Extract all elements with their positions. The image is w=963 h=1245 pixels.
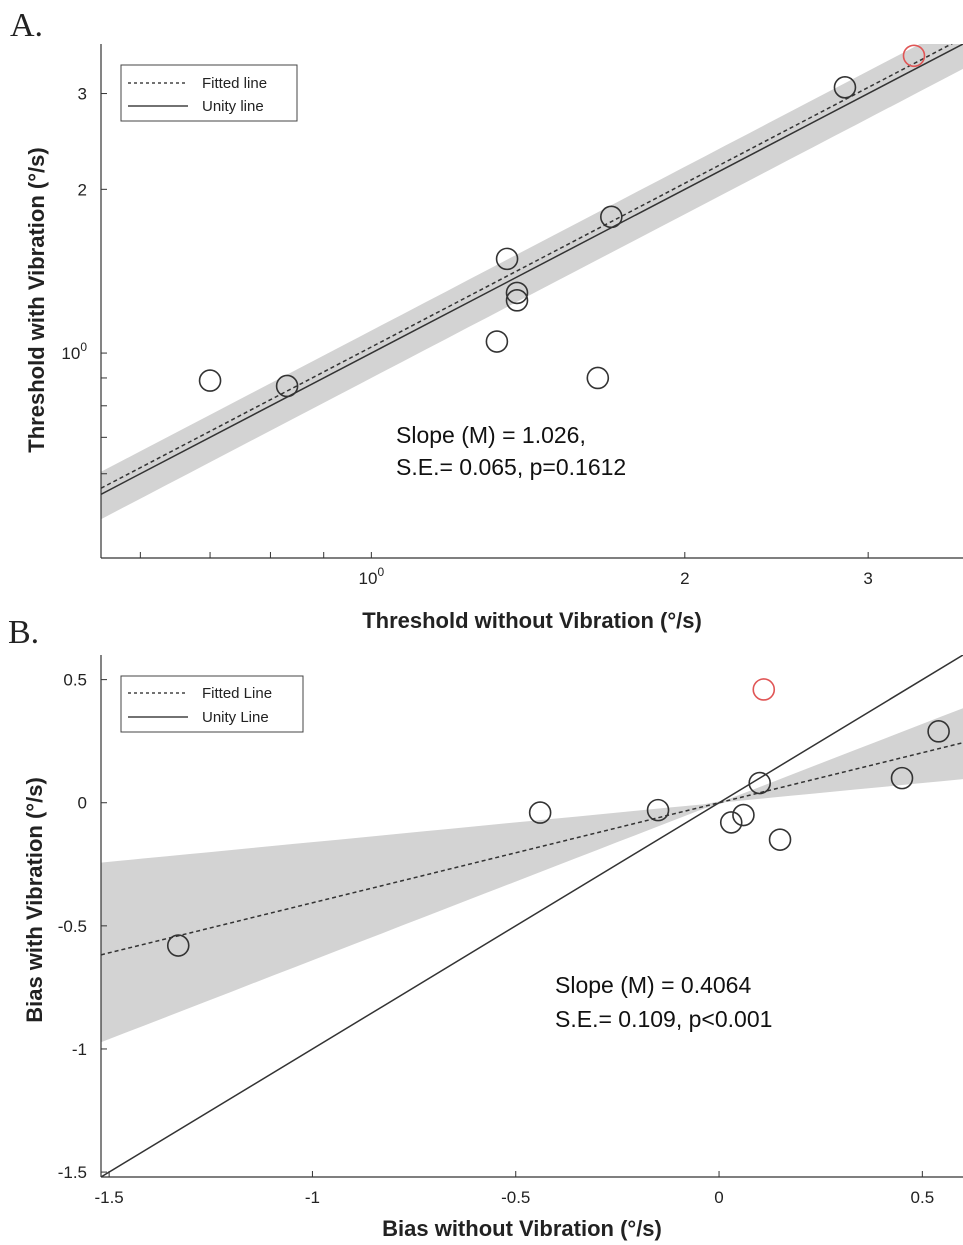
panel-b-x-tick-label: -1	[305, 1188, 320, 1207]
panel-b-data-point-8	[890, 766, 914, 790]
panel-b-data-point-6	[748, 771, 771, 795]
panel-a-legend-fitted-label: Fitted line	[202, 75, 267, 92]
panel-b-annotation-line-2: S.E.= 0.109, p<0.001	[555, 1006, 772, 1032]
panel-a-data-point-3	[485, 330, 509, 353]
panel-a-data-point-1	[198, 369, 222, 392]
panel-b-x-axis-label: Bias without Vibration (°/s)	[382, 1216, 662, 1241]
panel-a-data-point-4	[495, 247, 519, 271]
panel-b-legend-unity-label: Unity Line	[202, 709, 269, 726]
panel-a-y-tick-label: 2	[78, 180, 87, 199]
panel-b-y-tick-label: 0.5	[63, 671, 87, 690]
panel-b-y-tick-label: 0	[78, 794, 87, 813]
panel-a-legend: Fitted line Unity line	[120, 64, 298, 122]
panel-b-legend-box	[120, 675, 304, 733]
panel-b-data-point-3	[646, 798, 670, 822]
panel-b-label: B.	[8, 614, 39, 651]
panel-a-annotation-line-2: S.E.= 0.065, p=0.1612	[396, 454, 626, 480]
panel-b-data-point-5	[732, 803, 755, 827]
panel-b-y-axis-label: Bias with Vibration (°/s)	[22, 777, 47, 1023]
panel-a-legend-unity-label: Unity line	[202, 98, 264, 115]
panel-b-x-tick-label: 0.5	[911, 1188, 935, 1207]
panel-a-data-point-7	[586, 366, 610, 390]
panel-a-x-tick-label: 2	[680, 569, 689, 588]
panel-b-data-point-1	[166, 934, 190, 957]
panel-b-x-tick-label: -1.5	[94, 1188, 123, 1207]
panel-b-legend: Fitted Line Unity Line	[120, 675, 304, 733]
panel-b-highlight-point	[752, 678, 776, 701]
panel-a-label: A.	[10, 7, 43, 44]
panel-a-annotation-line-1: Slope (M) = 1.026,	[396, 422, 586, 448]
panel-a-x-tick-label: 3	[863, 569, 872, 588]
panel-b-legend-fitted-label: Fitted Line	[202, 685, 272, 702]
panel-b-unity-line	[101, 655, 963, 1177]
panel-b-data-point-9	[927, 720, 950, 743]
panel-b: B. -1.5 -1 -0.5 0 0.5 0.5 0 -0.5 -1 -1.5 Bias wit…	[8, 614, 963, 1241]
panel-b-y-tick-label: -1	[72, 1040, 87, 1059]
panel-b-y-tick-label: -1.5	[58, 1163, 87, 1182]
panel-a-data-point-6	[505, 289, 529, 312]
panel-a-legend-box	[120, 64, 298, 122]
panel-b-fitted-line	[101, 741, 963, 956]
panel-b-x-tick-label: 0	[714, 1188, 723, 1207]
panel-b-data-point-7	[768, 828, 792, 851]
panel-a-confidence-band	[101, 44, 963, 520]
panel-b-data-point-2	[528, 801, 552, 824]
panel-a-x-axis-label: Threshold without Vibration (°/s)	[362, 608, 702, 633]
panel-a-data-point-9	[833, 76, 857, 99]
panel-a-data-point-5	[505, 281, 529, 305]
panel-a-fitted-line	[101, 44, 954, 489]
panel-a-x-tick-label: 100	[359, 565, 385, 588]
panel-a-unity-line	[101, 44, 963, 495]
panel-a: A. 100 2 3 100 2 3 Threshold without Vibratio…	[10, 7, 963, 633]
panel-b-x-tick-label: -0.5	[501, 1188, 530, 1207]
panel-b-y-tick-label: -0.5	[58, 917, 87, 936]
panel-a-y-axis-label: Threshold with Vibration (°/s)	[24, 147, 49, 452]
panel-b-data-point-4	[719, 811, 743, 834]
panel-a-highlight-point	[902, 44, 926, 68]
panel-a-y-tick-label: 3	[78, 85, 87, 104]
panel-b-confidence-band	[101, 708, 963, 1043]
panel-a-y-tick-label: 100	[61, 340, 87, 363]
panel-b-annotation-line-1: Slope (M) = 0.4064	[555, 972, 751, 998]
panel-a-data-point-8	[600, 205, 623, 229]
panel-a-data-point-2	[275, 374, 299, 398]
